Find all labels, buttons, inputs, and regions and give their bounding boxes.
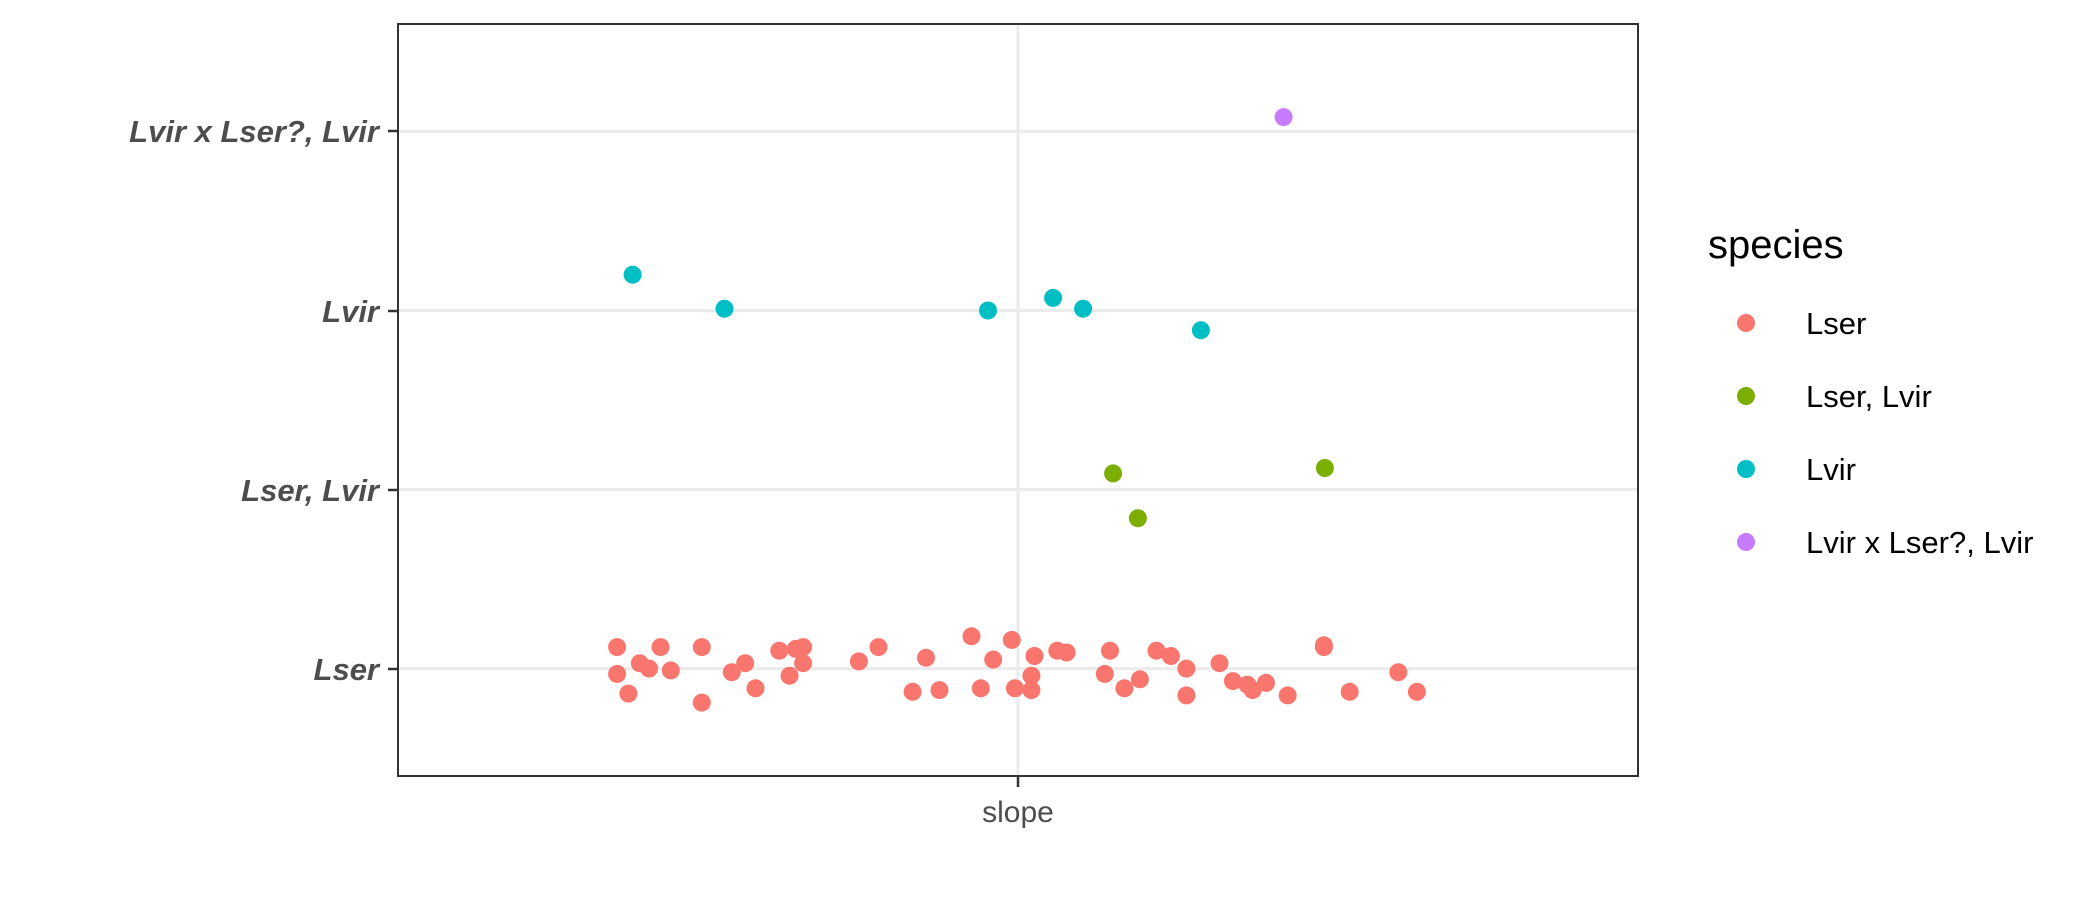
data-point <box>930 681 949 700</box>
data-point <box>623 265 642 284</box>
data-point <box>869 638 888 657</box>
data-point <box>1128 509 1147 528</box>
data-point <box>1257 673 1275 692</box>
data-point <box>661 661 680 680</box>
data-point <box>794 638 813 657</box>
data-point <box>1147 641 1166 660</box>
legend-key <box>1737 314 1755 332</box>
legend-key <box>1737 533 1755 551</box>
legend-item: Lser <box>1737 306 1866 341</box>
data-point <box>780 666 799 685</box>
data-point <box>1022 681 1041 700</box>
data-point <box>1101 641 1119 660</box>
data-point <box>1161 647 1180 665</box>
data-point <box>1177 686 1196 705</box>
data-point <box>736 654 755 673</box>
data-point <box>746 679 765 698</box>
data-point <box>1025 647 1044 665</box>
data-point <box>1002 630 1021 649</box>
data-point <box>984 650 1003 669</box>
data-points <box>608 108 1426 712</box>
legend-label: Lvir x Lser?, Lvir <box>1806 525 2033 560</box>
data-point <box>971 679 990 698</box>
legend-item: Lvir x Lser?, Lvir <box>1737 525 2033 560</box>
data-point <box>903 682 922 701</box>
data-point <box>651 638 670 657</box>
legend-key <box>1737 387 1755 405</box>
plot-panel <box>397 23 1639 777</box>
y-tick-label: Lvir <box>322 294 381 329</box>
legend-label: Lser, Lvir <box>1806 379 1932 414</box>
data-point <box>1340 682 1359 701</box>
data-point <box>1074 299 1093 318</box>
data-point <box>1315 459 1334 477</box>
data-point <box>722 663 741 682</box>
data-point <box>1022 666 1041 685</box>
data-point <box>1044 288 1063 307</box>
data-point <box>692 693 711 712</box>
legend-item: Lvir <box>1737 452 1856 487</box>
y-tick-label: Lser <box>314 652 381 687</box>
data-point <box>608 638 627 657</box>
data-point <box>1191 321 1210 340</box>
data-point <box>640 659 659 678</box>
y-tick-label: Lser, Lvir <box>241 473 381 508</box>
data-point <box>1130 670 1149 689</box>
data-point <box>770 641 789 660</box>
data-point <box>1278 686 1297 705</box>
x-tick-label: slope <box>982 796 1054 829</box>
data-point <box>1095 664 1114 683</box>
data-point <box>1005 679 1024 698</box>
gridlines <box>398 24 1638 776</box>
data-point <box>794 654 813 673</box>
data-point <box>1223 672 1242 691</box>
data-point <box>917 648 935 667</box>
data-point <box>1104 464 1123 483</box>
legend-label: Lvir <box>1806 452 1856 487</box>
data-point <box>715 299 734 318</box>
y-axis: Lser Lser, Lvir Lvir Lvir x Lser?, Lvir <box>129 114 398 687</box>
data-point <box>1057 643 1076 662</box>
x-axis: slope <box>982 776 1054 829</box>
legend-item: Lser, Lvir <box>1737 379 1932 414</box>
data-point <box>1243 681 1262 700</box>
data-point <box>619 684 638 703</box>
data-point <box>1314 636 1333 655</box>
legend-label: Lser <box>1806 306 1866 341</box>
data-point <box>849 652 868 671</box>
data-point <box>1210 654 1229 673</box>
data-point <box>608 664 627 683</box>
data-point <box>962 627 981 646</box>
legend: species Lser Lser, Lvir Lvir Lvir x Lser… <box>1708 223 2033 560</box>
data-point <box>1274 108 1293 127</box>
y-tick-label: Lvir x Lser?, Lvir <box>129 114 381 149</box>
legend-key <box>1737 460 1755 478</box>
legend-title: species <box>1708 223 1844 267</box>
data-point <box>692 638 711 657</box>
data-point <box>1177 659 1196 678</box>
data-point <box>1389 663 1408 682</box>
data-point <box>1115 679 1134 698</box>
data-point <box>979 301 997 320</box>
data-point <box>1407 682 1426 701</box>
